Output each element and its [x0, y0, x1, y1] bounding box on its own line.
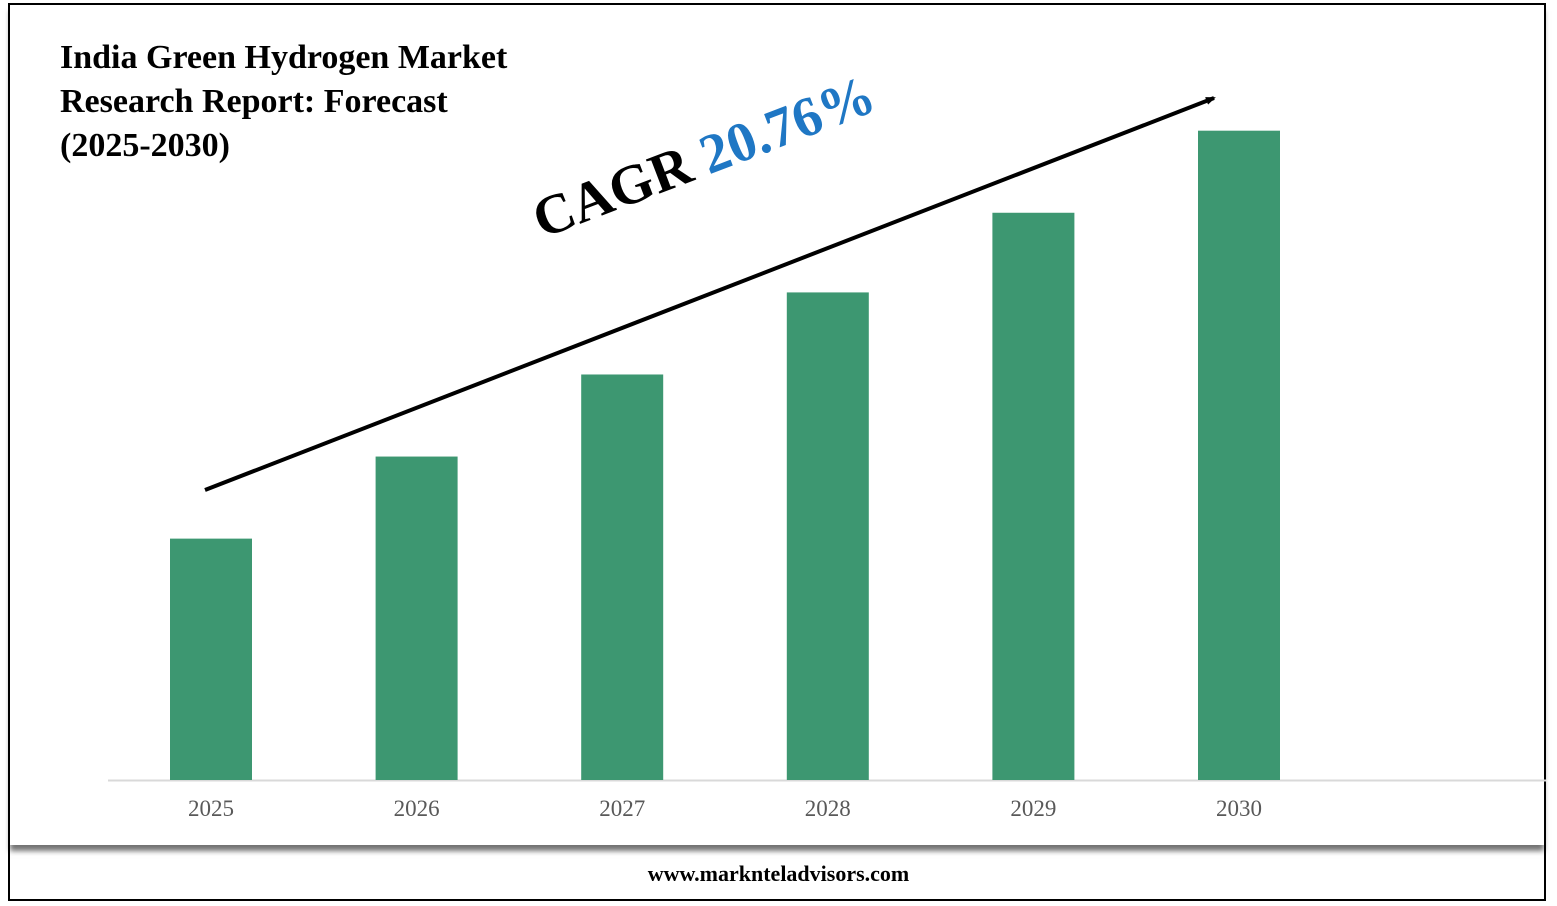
x-tick-label-2026: 2026	[394, 796, 440, 821]
x-tick-label-2025: 2025	[188, 796, 234, 821]
chart-title-line-1: India Green Hydrogen Market	[60, 39, 508, 76]
bar-2027	[581, 374, 664, 780]
chart-panel	[10, 5, 1544, 845]
chart-title-line-3: (2025-2030)	[60, 127, 230, 164]
x-tick-label-2029: 2029	[1010, 796, 1056, 821]
trend-arrow	[204, 96, 1216, 492]
bar-2030	[1198, 130, 1280, 781]
bar-2026	[375, 456, 458, 780]
x-tick-label-2027: 2027	[599, 796, 645, 821]
x-tick-label-2028: 2028	[805, 796, 851, 821]
chart-title-line-2: Research Report: Forecast	[60, 83, 448, 120]
chart-title: India Green Hydrogen Market Research Rep…	[60, 36, 507, 168]
footer-website[interactable]: www.marknteladvisors.com	[647, 861, 910, 886]
x-tick-label-2030: 2030	[1216, 796, 1262, 821]
bar-2025	[170, 538, 252, 780]
bar-2028	[786, 292, 869, 780]
bar-2029	[992, 212, 1075, 781]
